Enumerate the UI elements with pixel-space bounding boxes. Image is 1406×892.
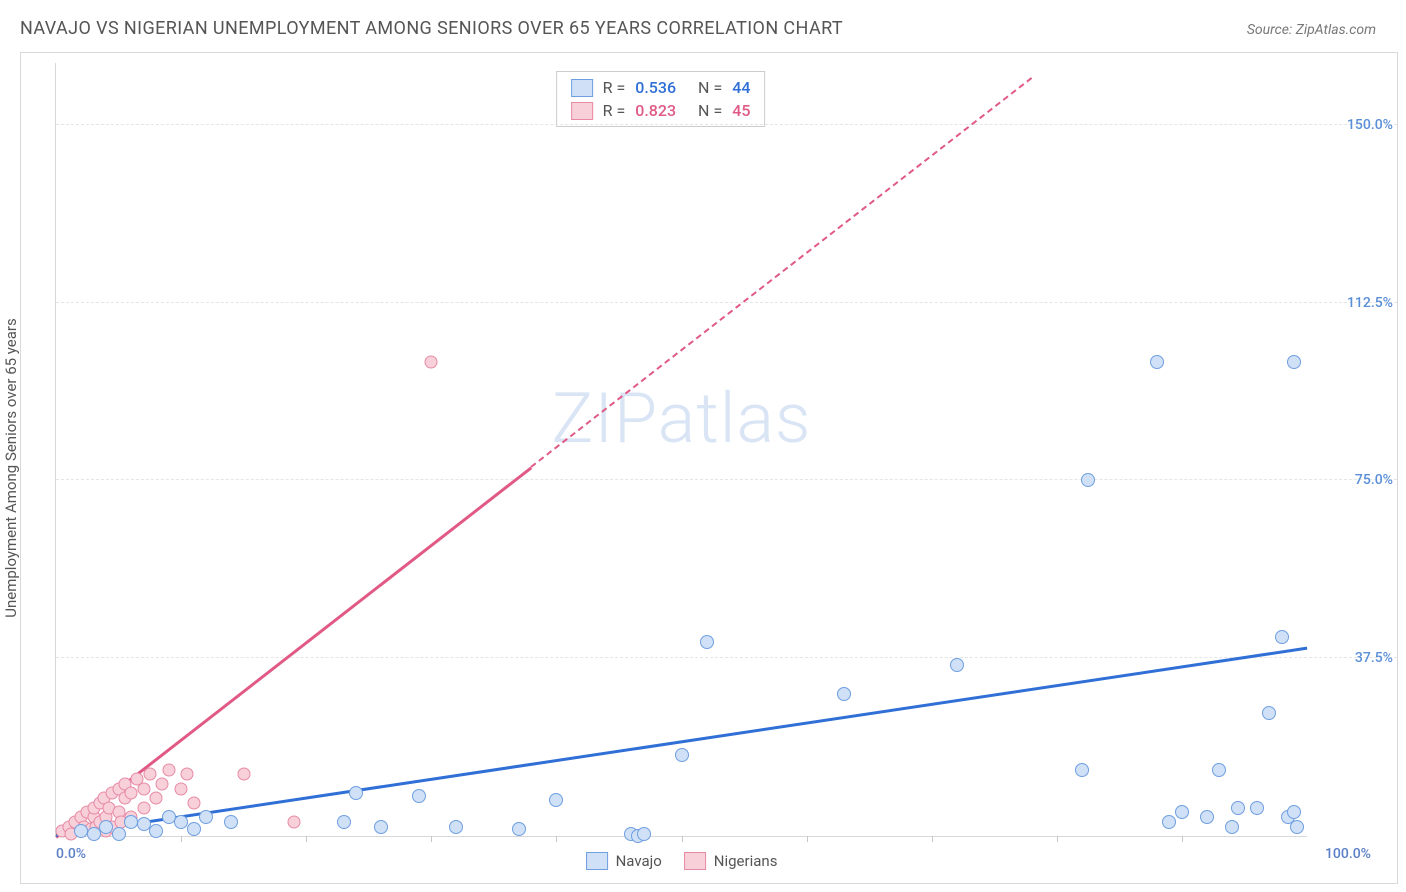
y-axis-label: Unemployment Among Seniors over 65 years [2, 318, 20, 617]
chart-title: NAVAJO VS NIGERIAN UNEMPLOYMENT AMONG SE… [20, 18, 843, 39]
data-point [337, 815, 351, 829]
data-point [187, 822, 201, 836]
watermark-part-b: atlas [658, 378, 812, 460]
x-tick [181, 836, 182, 842]
correlation-legend: R = 0.536 N = 44 R = 0.823 N = 45 [556, 71, 766, 127]
data-point [1262, 706, 1276, 720]
x-tick [1182, 836, 1183, 842]
legend-r-value-navajo: 0.536 [635, 78, 676, 97]
plot-area: ZIPatlas R = 0.536 N = 44 R = 0.823 N = … [55, 63, 1307, 837]
y-tick-label: 75.0% [1355, 472, 1393, 488]
data-point [1175, 805, 1189, 819]
data-point [112, 827, 126, 841]
legend-n-value-navajo: 44 [732, 78, 750, 97]
data-point [1287, 355, 1301, 369]
data-point [675, 748, 689, 762]
data-point [287, 815, 300, 828]
data-point [199, 810, 213, 824]
x-tick-label: 100.0% [1325, 846, 1371, 862]
data-point [143, 768, 156, 781]
gridline [56, 479, 1397, 480]
data-point [162, 763, 175, 776]
series-legend: Navajo Nigerians [586, 852, 778, 870]
trend-line [531, 77, 1033, 467]
legend-row-navajo: R = 0.536 N = 44 [571, 76, 751, 99]
data-point [1075, 763, 1089, 777]
data-point [224, 815, 238, 829]
series-legend-navajo: Navajo [586, 852, 662, 870]
legend-r-label: R = [603, 78, 626, 97]
legend-r-value-nigerians: 0.823 [635, 101, 676, 120]
series-legend-nigerians: Nigerians [684, 852, 778, 870]
x-tick [556, 836, 557, 842]
data-point [349, 786, 363, 800]
x-tick [306, 836, 307, 842]
data-point [1212, 763, 1226, 777]
data-point [137, 801, 150, 814]
x-tick [807, 836, 808, 842]
data-point [412, 789, 426, 803]
data-point [512, 822, 526, 836]
gridline [56, 302, 1397, 303]
legend-swatch-nigerians [684, 852, 706, 870]
data-point [156, 777, 169, 790]
data-point [1290, 820, 1304, 834]
data-point [425, 355, 438, 368]
data-point [175, 782, 188, 795]
series-label-nigerians: Nigerians [714, 852, 778, 870]
data-point [837, 687, 851, 701]
data-point [149, 824, 163, 838]
data-point [1225, 820, 1239, 834]
data-point [1162, 815, 1176, 829]
x-tick [1057, 836, 1058, 842]
data-point [1231, 801, 1245, 815]
x-tick [431, 836, 432, 842]
legend-n-value-nigerians: 45 [732, 101, 750, 120]
data-point [1081, 473, 1095, 487]
legend-row-nigerians: R = 0.823 N = 45 [571, 99, 751, 122]
x-tick [932, 836, 933, 842]
legend-swatch-nigerians [571, 102, 593, 120]
y-tick-label: 112.5% [1347, 295, 1393, 311]
gridline [56, 124, 1397, 125]
watermark-part-a: ZIP [551, 378, 657, 460]
chart-container: Unemployment Among Seniors over 65 years… [20, 52, 1398, 884]
data-point [150, 792, 163, 805]
data-point [700, 635, 714, 649]
data-point [181, 768, 194, 781]
legend-swatch-navajo [571, 79, 593, 97]
x-tick [682, 836, 683, 842]
legend-n-label: N = [698, 78, 722, 97]
data-point [950, 658, 964, 672]
data-point [125, 787, 138, 800]
source-label: Source: ZipAtlas.com [1247, 22, 1376, 38]
y-tick-label: 150.0% [1347, 117, 1393, 133]
data-point [1200, 810, 1214, 824]
data-point [1287, 805, 1301, 819]
data-point [1275, 630, 1289, 644]
data-point [137, 782, 150, 795]
data-point [549, 793, 563, 807]
legend-swatch-navajo [586, 852, 608, 870]
data-point [1250, 801, 1264, 815]
gridline [56, 657, 1397, 658]
y-tick-label: 37.5% [1355, 650, 1393, 666]
legend-n-label: N = [698, 101, 722, 120]
data-point [374, 820, 388, 834]
legend-r-label: R = [603, 101, 626, 120]
data-point [237, 768, 250, 781]
trend-line [56, 646, 1307, 836]
x-tick-label: 0.0% [56, 846, 86, 862]
data-point [1150, 355, 1164, 369]
series-label-navajo: Navajo [616, 852, 662, 870]
data-point [637, 827, 651, 841]
data-point [449, 820, 463, 834]
data-point [187, 796, 200, 809]
